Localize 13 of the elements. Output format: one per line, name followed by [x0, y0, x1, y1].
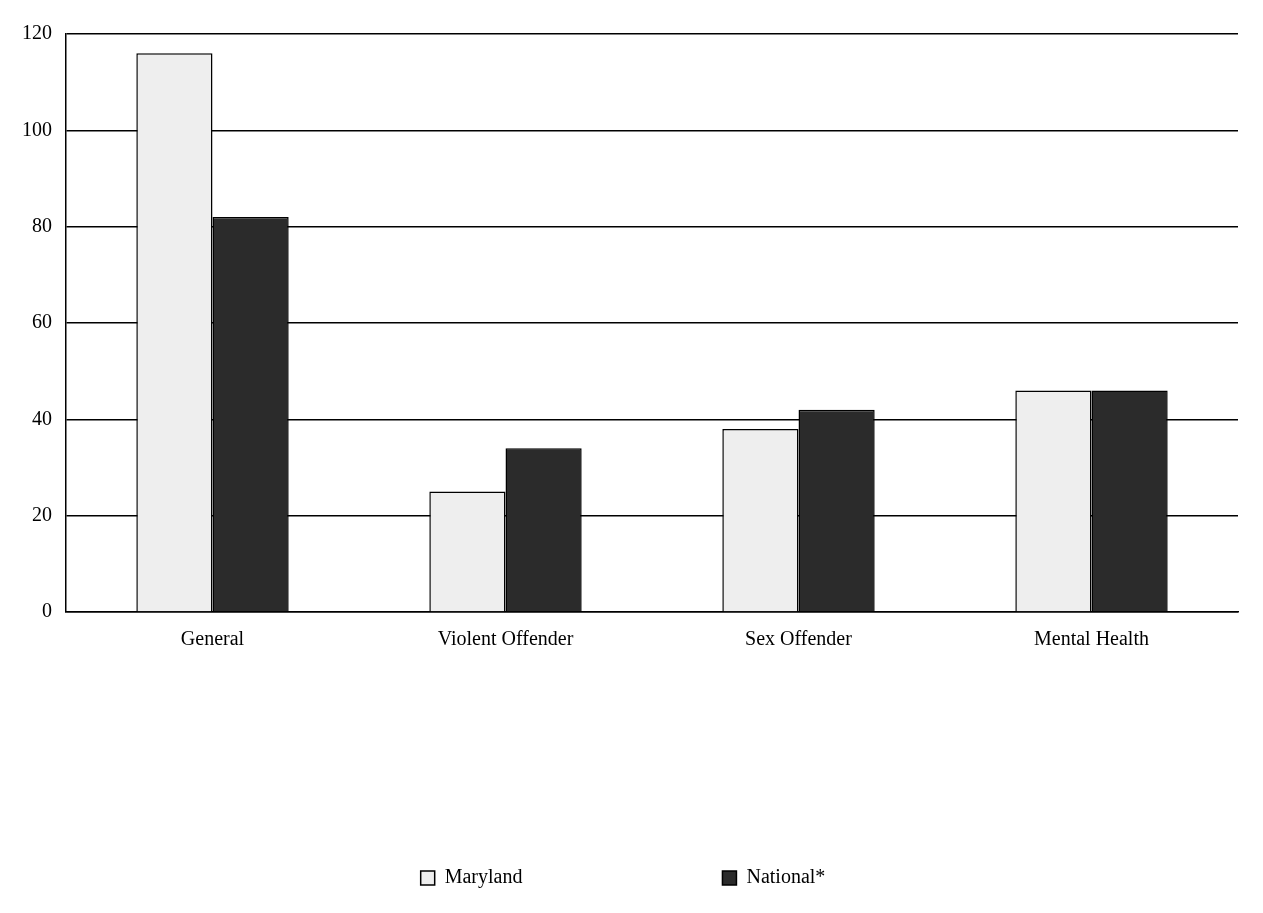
y-tick-label: 120 [22, 21, 52, 44]
legend-label: National* [746, 865, 826, 888]
x-tick-label: Violent Offender [437, 627, 574, 650]
x-tick-label: Mental Health [1034, 627, 1149, 650]
y-tick-label: 60 [32, 310, 52, 333]
y-tick-label: 80 [32, 213, 52, 236]
y-tick-label: 40 [32, 406, 52, 429]
x-tick-label: General [180, 627, 245, 650]
y-tick-label: 100 [22, 117, 52, 140]
y-tick-label: 0 [42, 599, 52, 622]
y-tick-label: 20 [32, 502, 52, 525]
legend-label: Maryland [444, 865, 523, 889]
x-tick-label: Sex Offender [745, 627, 853, 650]
